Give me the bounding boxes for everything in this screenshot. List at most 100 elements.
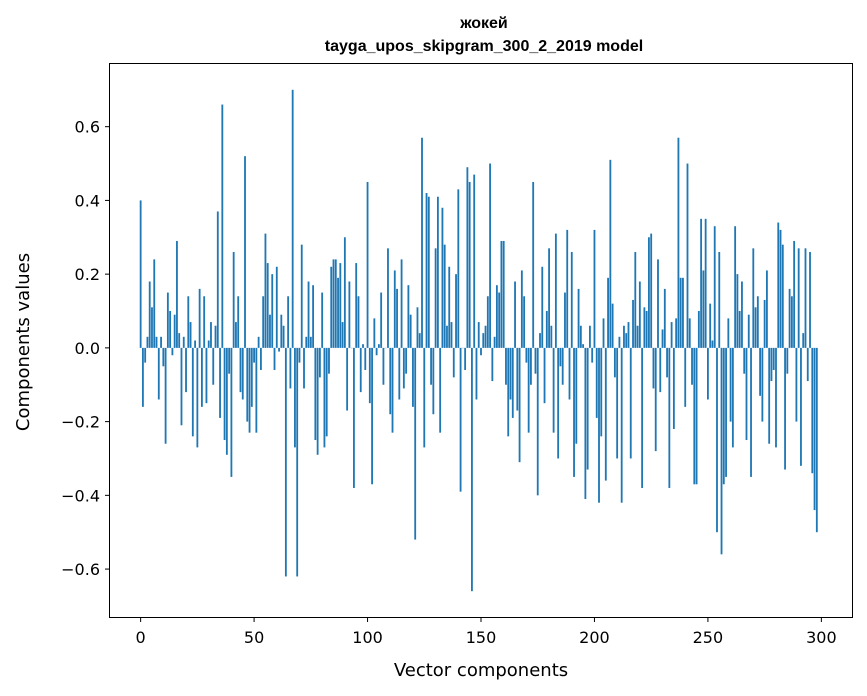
- bar: [602, 318, 605, 348]
- bar: [178, 333, 181, 348]
- bar: [253, 347, 255, 363]
- bar: [148, 281, 151, 348]
- bar: [591, 347, 594, 363]
- bar: [375, 347, 378, 356]
- bar: [457, 189, 460, 348]
- y-tick-label: −0.6: [61, 560, 100, 579]
- bar: [645, 311, 648, 348]
- bar: [466, 167, 469, 348]
- bar: [734, 226, 737, 348]
- bar: [700, 218, 703, 348]
- bar: [682, 277, 684, 348]
- bar: [291, 89, 294, 348]
- bar: [707, 347, 709, 400]
- bar: [527, 347, 530, 433]
- y-tick-label: 0.6: [75, 118, 100, 137]
- bar: [500, 240, 503, 348]
- bar: [273, 347, 276, 370]
- bar: [741, 281, 743, 348]
- bar: [761, 347, 764, 422]
- bar: [330, 266, 333, 348]
- bar: [471, 347, 473, 592]
- bar: [239, 347, 242, 393]
- bar: [250, 347, 253, 407]
- bar: [269, 314, 271, 348]
- bar: [318, 347, 321, 378]
- bar: [357, 296, 360, 348]
- bar: [652, 347, 655, 389]
- bar: [262, 296, 265, 348]
- bar: [638, 281, 641, 348]
- bar: [695, 347, 698, 485]
- bar: [189, 322, 192, 348]
- bar: [788, 288, 791, 348]
- bar: [559, 347, 562, 367]
- bar: [412, 347, 414, 407]
- bar: [448, 266, 451, 348]
- bar: [663, 288, 666, 348]
- bar: [800, 347, 802, 466]
- bar: [407, 285, 410, 348]
- bar: [541, 266, 544, 348]
- bar: [632, 299, 634, 348]
- bar: [266, 263, 269, 348]
- bar: [237, 296, 240, 348]
- bar: [756, 296, 759, 348]
- bar: [382, 347, 385, 385]
- bar: [348, 281, 351, 348]
- bar: [468, 181, 471, 348]
- bar: [246, 347, 249, 422]
- bar: [439, 347, 442, 433]
- bar: [573, 347, 575, 477]
- bar: [446, 325, 448, 348]
- bar: [264, 233, 267, 348]
- bar: [516, 347, 519, 411]
- bar: [595, 347, 598, 418]
- bar: [284, 347, 287, 577]
- bar: [203, 296, 206, 348]
- bar: [486, 296, 489, 348]
- bar: [312, 285, 314, 348]
- bar: [636, 325, 639, 348]
- bar: [191, 347, 194, 437]
- bar: [353, 347, 355, 488]
- bar: [539, 333, 541, 348]
- bar: [611, 303, 614, 348]
- bar: [625, 333, 628, 348]
- bar: [332, 259, 335, 348]
- bar: [228, 347, 231, 374]
- bar: [495, 285, 498, 348]
- bar: [775, 347, 777, 448]
- bar: [589, 325, 591, 348]
- bar: [568, 347, 571, 400]
- bar: [766, 270, 768, 348]
- bar: [579, 325, 582, 348]
- bar: [697, 311, 700, 348]
- bar: [770, 347, 773, 382]
- bar: [271, 274, 274, 348]
- bar: [405, 347, 408, 374]
- bar: [686, 163, 689, 348]
- bar: [389, 347, 392, 415]
- bar: [289, 347, 292, 389]
- bar: [421, 137, 423, 348]
- bar: [520, 270, 523, 348]
- bar: [657, 259, 659, 348]
- bar: [432, 347, 435, 415]
- bar: [155, 336, 158, 348]
- bar: [564, 292, 566, 348]
- bar: [278, 347, 280, 352]
- bar: [482, 333, 485, 348]
- bar: [502, 240, 505, 348]
- bar: [566, 229, 569, 348]
- bar: [212, 347, 215, 385]
- bar: [790, 296, 793, 348]
- bar: [257, 336, 260, 348]
- bar: [784, 347, 786, 470]
- y-tick-label: −0.4: [61, 486, 100, 505]
- bar: [393, 270, 396, 348]
- bar: [346, 347, 349, 411]
- bar: [738, 311, 741, 348]
- bar: [530, 347, 532, 385]
- bar: [684, 347, 687, 407]
